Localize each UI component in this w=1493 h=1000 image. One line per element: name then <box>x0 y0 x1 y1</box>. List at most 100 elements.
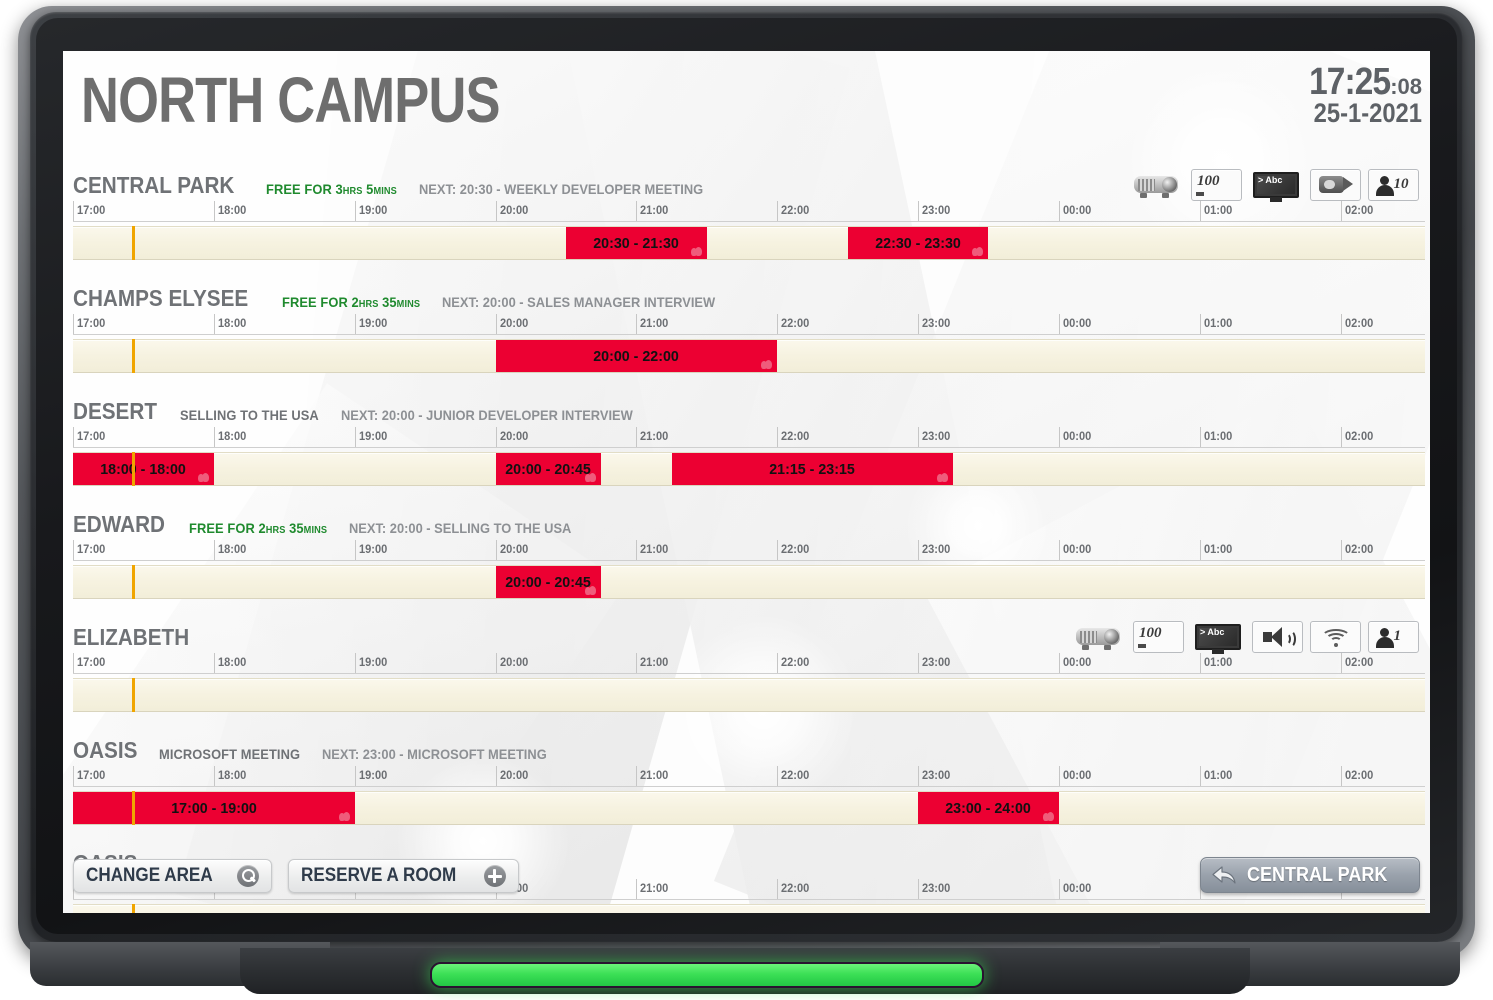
axis-tick-label: 22:00 <box>781 429 810 443</box>
axis-tick: 01:00 <box>1199 201 1235 221</box>
axis-tick: 00:00 <box>1058 653 1094 673</box>
axis-tick-label: 01:00 <box>1203 655 1232 669</box>
room-row[interactable]: OASIS MICROSOFT MEETING NEXT: 23:00 - MICR… <box>73 734 1425 847</box>
axis-tick: 23:00 <box>918 766 953 786</box>
axis-tick-label: 01:00 <box>1203 768 1232 782</box>
axis-tick: 20:00 <box>495 314 531 334</box>
axis-tick-label: 21:00 <box>640 203 669 217</box>
room-row[interactable]: CENTRAL PARK FREE FOR 3HRS 5MINS NEXT: 20:… <box>73 169 1425 282</box>
room-next-meeting: NEXT: 20:30 - WEEKLY DEVELOPER MEETING <box>418 181 703 197</box>
axis-tick: 19:00 <box>354 653 390 673</box>
axis-tick-label: 19:00 <box>358 429 387 443</box>
attendees-icon <box>972 246 984 256</box>
change-area-button[interactable]: CHANGE AREA <box>73 859 272 893</box>
room-row[interactable]: EDWARD FREE FOR 2HRS 35MINS NEXT: 20:00 - … <box>73 508 1425 621</box>
reserve-room-button[interactable]: RESERVE A ROOM <box>288 859 519 893</box>
axis-tick: 18:00 <box>213 540 249 560</box>
booking-block[interactable]: 22:30 - 23:30 <box>847 227 989 259</box>
axis-tick: 21:00 <box>636 540 671 560</box>
axis-tick-label: 20:00 <box>499 316 528 330</box>
axis-tick: 18:00 <box>213 201 249 221</box>
room-status: FREE FOR 2HRS 35MINS <box>189 520 328 536</box>
row-spacer <box>73 260 1425 282</box>
axis-tick-label: 20:00 <box>499 768 528 782</box>
clock-time: 17:25 <box>1309 61 1391 103</box>
status-led <box>430 962 984 988</box>
booking-block[interactable]: 20:00 - 22:00 <box>495 340 778 372</box>
axis-tick: 02:00 <box>1340 427 1376 447</box>
display-screen-icon: > Abc <box>1249 170 1303 202</box>
room-name: DESERT <box>73 398 157 424</box>
clock: 17:25:08 25-1-2021 <box>1298 61 1422 129</box>
axis-tick: 17:00 <box>73 766 108 786</box>
axis-tick-label: 02:00 <box>1344 316 1373 330</box>
booking-block[interactable]: 18:00 - 18:00 <box>73 453 214 485</box>
clock-date: 25-1-2021 <box>1313 98 1422 128</box>
axis-tick: 02:00 <box>1340 540 1376 560</box>
booking-label: 20:00 - 20:45 <box>505 573 592 591</box>
room-row[interactable]: CHAMPS ELYSEE FREE FOR 2HRS 35MINS NEXT: 2… <box>73 282 1425 395</box>
axis-tick-label: 22:00 <box>781 542 810 556</box>
axis-tick-label: 17:00 <box>77 542 106 556</box>
timeline-track[interactable] <box>73 904 1425 913</box>
change-area-label: CHANGE AREA <box>86 865 213 886</box>
axis-tick-label: 21:00 <box>640 429 669 443</box>
axis-tick-label: 23:00 <box>922 542 951 556</box>
timeline-track[interactable]: 20:00 - 20:45 <box>73 565 1425 599</box>
timeline-track[interactable]: 20:30 - 21:30 22:30 - 23:30 <box>73 226 1425 260</box>
axis-tick-label: 22:00 <box>781 881 810 895</box>
axis-tick: 01:00 <box>1199 766 1235 786</box>
axis-tick: 22:00 <box>777 766 812 786</box>
axis-tick-label: 18:00 <box>217 768 247 782</box>
timeline-axis: 17:00 18:00 19:00 20:00 21:00 22:00 23:00 00:00… <box>73 540 1425 561</box>
axis-tick-label: 00:00 <box>1062 768 1092 782</box>
axis-tick: 23:00 <box>918 540 953 560</box>
axis-tick-label: 19:00 <box>358 203 387 217</box>
booking-label: 20:00 - 22:00 <box>593 347 680 365</box>
room-status: MICROSOFT MEETING <box>158 746 300 762</box>
axis-tick-label: 23:00 <box>922 203 951 217</box>
axis-tick-label: 01:00 <box>1203 429 1232 443</box>
booking-block[interactable]: 20:30 - 21:30 <box>565 227 707 259</box>
axis-tick-label: 20:00 <box>499 655 528 669</box>
current-time-marker <box>131 226 135 260</box>
timeline-track[interactable]: 17:00 - 19:00 23:00 - 24:00 <box>73 791 1425 825</box>
room-row[interactable]: ELIZABETH 100 > Abc 1 17:00 18:00 19:00 20:00 21… <box>73 621 1425 734</box>
axis-tick: 22:00 <box>777 427 812 447</box>
axis-tick: 19:00 <box>354 766 390 786</box>
axis-tick: 02:00 <box>1340 766 1376 786</box>
room-header: CHAMPS ELYSEE FREE FOR 2HRS 35MINS NEXT: 2… <box>73 282 1425 312</box>
booking-label: 18:00 - 18:00 <box>100 460 187 478</box>
axis-tick: 23:00 <box>918 314 953 334</box>
axis-tick-label: 22:00 <box>781 768 810 782</box>
booking-block[interactable]: 21:15 - 23:15 <box>671 453 954 485</box>
room-header: DESERT SELLING TO THE USA NEXT: 20:00 - JU… <box>73 395 1425 425</box>
current-area-button[interactable]: CENTRAL PARK <box>1200 857 1420 893</box>
room-name: ELIZABETH <box>73 624 190 650</box>
timeline-track[interactable]: 20:00 - 22:00 <box>73 339 1425 373</box>
timeline-track[interactable] <box>73 678 1425 712</box>
room-name: CENTRAL PARK <box>73 172 235 198</box>
room-next-meeting: NEXT: 20:00 - SELLING TO THE USA <box>349 520 572 536</box>
axis-tick: 18:00 <box>213 314 249 334</box>
axis-tick: 00:00 <box>1058 314 1094 334</box>
booking-block[interactable]: 17:00 - 19:00 <box>73 792 355 824</box>
speaker-audio-icon <box>1252 621 1303 653</box>
room-row[interactable]: DESERT SELLING TO THE USA NEXT: 20:00 - JU… <box>73 395 1425 508</box>
booking-block[interactable]: 23:00 - 24:00 <box>918 792 1059 824</box>
axis-tick-label: 18:00 <box>217 429 247 443</box>
axis-tick: 01:00 <box>1199 653 1235 673</box>
booking-block[interactable]: 20:00 - 20:45 <box>495 453 602 485</box>
screen: NORTH CAMPUS 17:25:08 25-1-2021 CENTRAL … <box>63 51 1430 913</box>
timeline-track[interactable]: 18:00 - 18:00 20:00 - 20:45 21:15 - 23:15 <box>73 452 1425 486</box>
room-name: EDWARD <box>73 511 166 537</box>
reserve-room-label: RESERVE A ROOM <box>301 865 457 886</box>
row-spacer <box>73 599 1425 621</box>
axis-tick-label: 02:00 <box>1344 203 1373 217</box>
display-screen-icon: > Abc <box>1191 622 1245 654</box>
axis-tick: 21:00 <box>636 201 671 221</box>
room-next-meeting: NEXT: 20:00 - SALES MANAGER INTERVIEW <box>441 294 715 310</box>
axis-tick: 22:00 <box>777 201 812 221</box>
booking-block[interactable]: 20:00 - 20:45 <box>495 566 602 598</box>
axis-tick: 20:00 <box>495 653 531 673</box>
